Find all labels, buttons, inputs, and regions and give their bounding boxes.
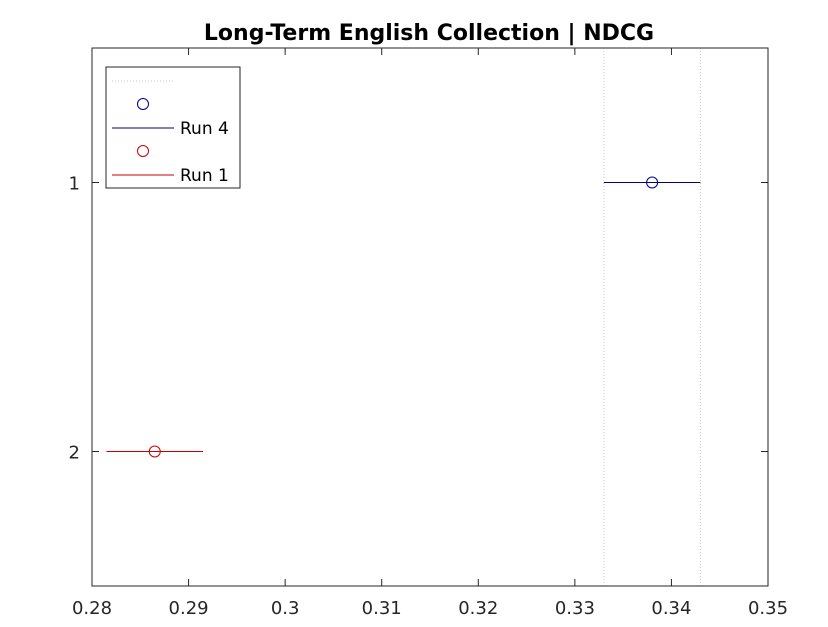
legend-label: Run 4: [180, 119, 229, 139]
legend-label: Run 1: [180, 166, 229, 186]
x-tick-label: 0.35: [748, 598, 788, 619]
mean-marker-2: [148, 445, 161, 458]
mean-marker-1: [646, 176, 659, 189]
x-tick-label: 0.31: [362, 598, 402, 619]
x-tick-label: 0.29: [169, 598, 209, 619]
legend: Run 4 Run 1: [105, 66, 241, 189]
x-tick-label: 0.28: [72, 598, 112, 619]
chart-title: Long-Term English Collection | NDCG: [204, 21, 654, 46]
x-tick-label: 0.33: [555, 598, 595, 619]
axes-box: [91, 47, 769, 587]
x-tick-label: 0.32: [458, 598, 498, 619]
x-tick-label: 0.3: [271, 598, 300, 619]
legend-marker-swatch: [137, 145, 149, 157]
x-tick-label: 0.34: [651, 598, 691, 619]
y-tick-label: 1: [69, 174, 80, 195]
legend-marker-swatch: [137, 98, 149, 110]
y-tick-label: 2: [69, 443, 80, 464]
